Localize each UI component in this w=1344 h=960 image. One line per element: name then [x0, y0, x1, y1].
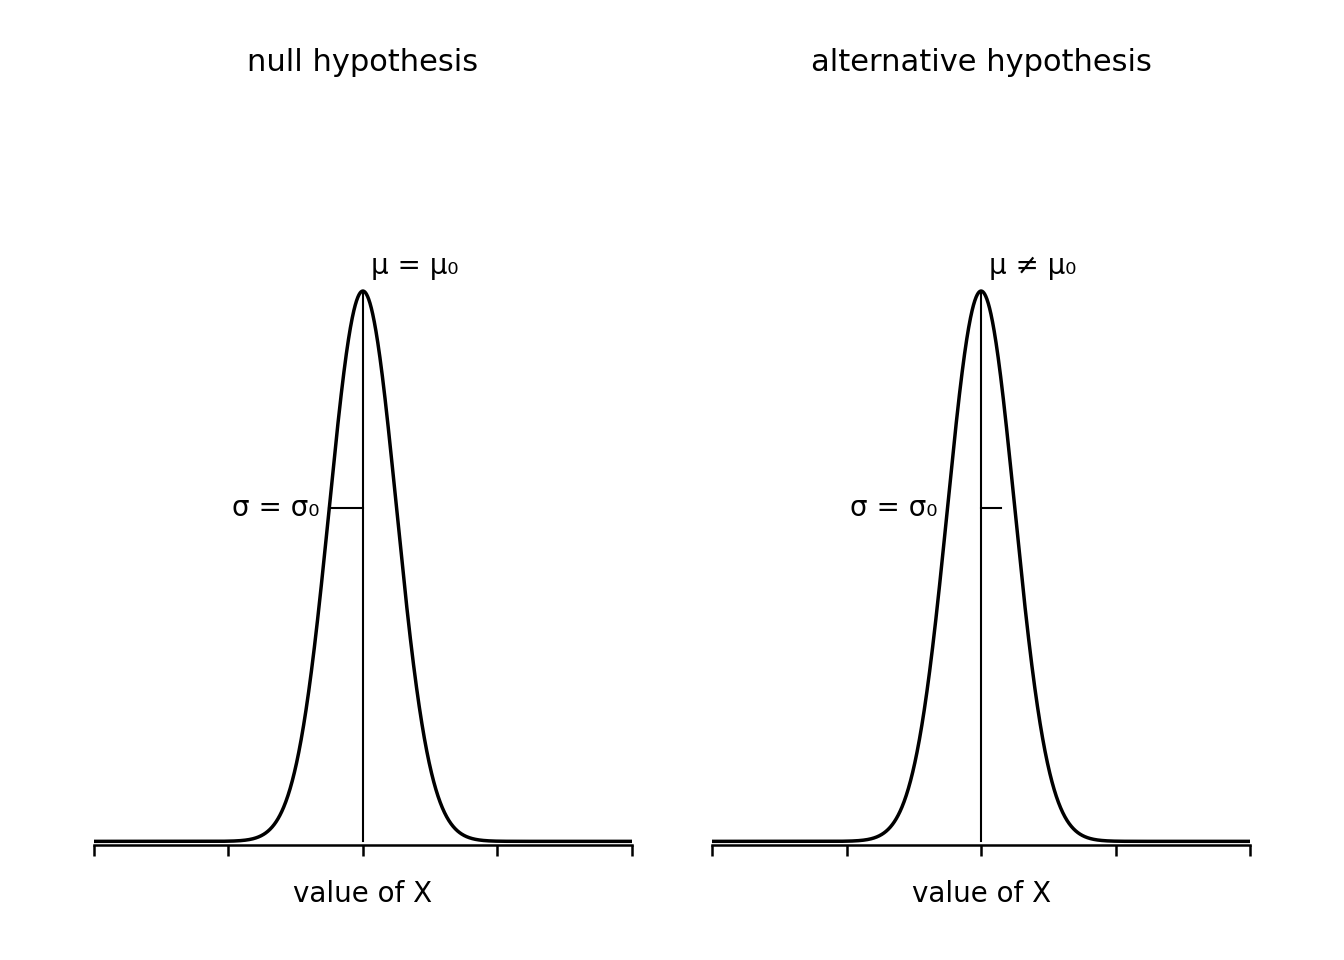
X-axis label: value of X: value of X	[293, 880, 433, 908]
Text: null hypothesis: null hypothesis	[247, 48, 478, 77]
Text: μ = μ₀: μ = μ₀	[371, 252, 458, 280]
Text: σ = σ₀: σ = σ₀	[849, 493, 938, 521]
Text: μ ≠ μ₀: μ ≠ μ₀	[989, 252, 1077, 280]
X-axis label: value of X: value of X	[911, 880, 1051, 908]
Text: σ = σ₀: σ = σ₀	[231, 493, 320, 521]
Text: alternative hypothesis: alternative hypothesis	[810, 48, 1152, 77]
